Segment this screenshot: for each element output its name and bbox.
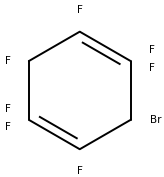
- Text: F: F: [77, 166, 83, 176]
- Text: F: F: [5, 104, 10, 114]
- Text: F: F: [77, 5, 83, 15]
- Text: F: F: [149, 63, 155, 73]
- Text: F: F: [5, 56, 10, 66]
- Text: Br: Br: [150, 115, 161, 125]
- Text: F: F: [149, 45, 155, 55]
- Text: F: F: [5, 122, 10, 132]
